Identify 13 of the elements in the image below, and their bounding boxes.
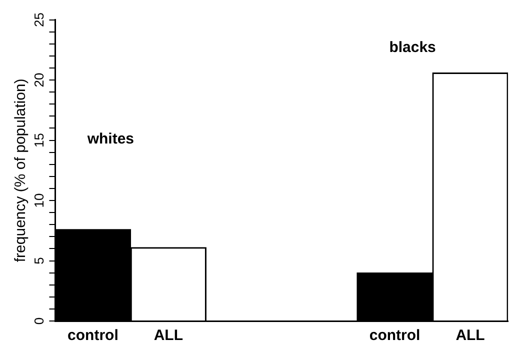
x-tick-label: ALL [456,327,485,344]
x-tick-label: ALL [154,327,184,344]
annotation: whites [86,130,134,148]
y-tick-label: 5 [31,257,46,264]
y-axis-title: frequency (% of population) [12,78,30,262]
x-tick-label: control [68,327,118,344]
annotation: blacks [389,38,436,56]
y-tick-label: 20 [31,72,46,88]
y-tick-label: 15 [31,133,46,148]
x-tick-label: control [369,327,420,344]
y-tick-label: 25 [31,12,46,28]
y-tick-label: 0 [31,317,46,325]
y-tick-label: 10 [31,193,46,208]
